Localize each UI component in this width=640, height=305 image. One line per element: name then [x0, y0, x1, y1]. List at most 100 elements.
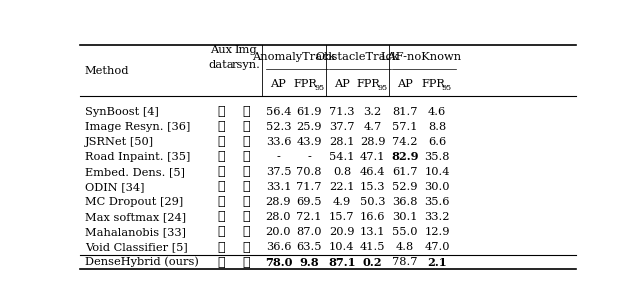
Text: ✓: ✓	[243, 105, 250, 118]
Text: ✗: ✗	[243, 256, 250, 269]
Text: ✓: ✓	[218, 256, 225, 269]
Text: 4.8: 4.8	[396, 242, 414, 252]
Text: 35.8: 35.8	[424, 152, 450, 162]
Text: 52.3: 52.3	[266, 122, 291, 132]
Text: 9.8: 9.8	[300, 257, 319, 267]
Text: AP: AP	[271, 79, 286, 88]
Text: -: -	[307, 152, 311, 162]
Text: 15.7: 15.7	[329, 212, 355, 222]
Text: 25.9: 25.9	[296, 122, 322, 132]
Text: MC Dropout [29]: MC Dropout [29]	[85, 197, 183, 207]
Text: 33.2: 33.2	[424, 212, 450, 222]
Text: Aux: Aux	[211, 45, 232, 55]
Text: FPR: FPR	[293, 79, 317, 88]
Text: LAF-noKnown: LAF-noKnown	[380, 52, 461, 62]
Text: 35.6: 35.6	[424, 197, 450, 207]
Text: ODIN [34]: ODIN [34]	[85, 182, 145, 192]
Text: -: -	[276, 152, 280, 162]
Text: ✓: ✓	[218, 105, 225, 118]
Text: 63.5: 63.5	[296, 242, 322, 252]
Text: AP: AP	[334, 79, 350, 88]
Text: 4.9: 4.9	[333, 197, 351, 207]
Text: 61.7: 61.7	[392, 167, 418, 177]
Text: 57.1: 57.1	[392, 122, 418, 132]
Text: DenseHybrid (ours): DenseHybrid (ours)	[85, 257, 199, 267]
Text: 28.9: 28.9	[266, 197, 291, 207]
Text: 61.9: 61.9	[296, 107, 322, 117]
Text: 95: 95	[378, 84, 388, 92]
Text: ObstacleTrack: ObstacleTrack	[316, 52, 399, 62]
Text: 12.9: 12.9	[424, 227, 450, 237]
Text: 0.2: 0.2	[363, 257, 383, 267]
Text: 20.0: 20.0	[266, 227, 291, 237]
Text: 47.1: 47.1	[360, 152, 385, 162]
Text: JSRNet [50]: JSRNet [50]	[85, 137, 154, 147]
Text: AP: AP	[397, 79, 413, 88]
Text: 41.5: 41.5	[360, 242, 385, 252]
Text: 20.9: 20.9	[329, 227, 355, 237]
Text: Method: Method	[85, 66, 129, 76]
Text: 8.8: 8.8	[428, 122, 446, 132]
Text: 82.9: 82.9	[391, 151, 419, 162]
Text: 10.4: 10.4	[424, 167, 450, 177]
Text: data: data	[209, 60, 234, 70]
Text: ✗: ✗	[218, 150, 225, 163]
Text: 33.1: 33.1	[266, 182, 291, 192]
Text: 72.1: 72.1	[296, 212, 322, 222]
Text: ✓: ✓	[243, 120, 250, 133]
Text: 37.5: 37.5	[266, 167, 291, 177]
Text: 36.6: 36.6	[266, 242, 291, 252]
Text: Road Inpaint. [35]: Road Inpaint. [35]	[85, 152, 190, 162]
Text: ✓: ✓	[243, 135, 250, 148]
Text: 36.8: 36.8	[392, 197, 418, 207]
Text: 50.3: 50.3	[360, 197, 385, 207]
Text: ✗: ✗	[218, 165, 225, 178]
Text: ✗: ✗	[218, 210, 225, 224]
Text: 55.0: 55.0	[392, 227, 418, 237]
Text: 4.7: 4.7	[364, 122, 382, 132]
Text: ✗: ✗	[243, 180, 250, 193]
Text: Max softmax [24]: Max softmax [24]	[85, 212, 186, 222]
Text: rsyn.: rsyn.	[232, 60, 260, 70]
Text: 56.4: 56.4	[266, 107, 291, 117]
Text: 6.6: 6.6	[428, 137, 446, 147]
Text: 30.1: 30.1	[392, 212, 418, 222]
Text: 0.8: 0.8	[333, 167, 351, 177]
Text: 28.1: 28.1	[329, 137, 355, 147]
Text: 52.9: 52.9	[392, 182, 418, 192]
Text: 16.6: 16.6	[360, 212, 385, 222]
Text: ✓: ✓	[243, 150, 250, 163]
Text: 10.4: 10.4	[329, 242, 355, 252]
Text: ✗: ✗	[243, 210, 250, 224]
Text: ✓: ✓	[218, 241, 225, 253]
Text: 70.8: 70.8	[296, 167, 322, 177]
Text: Image Resyn. [36]: Image Resyn. [36]	[85, 122, 190, 132]
Text: ✗: ✗	[218, 225, 225, 239]
Text: 15.3: 15.3	[360, 182, 385, 192]
Text: 78.0: 78.0	[265, 257, 292, 267]
Text: ✗: ✗	[243, 241, 250, 253]
Text: 47.0: 47.0	[424, 242, 450, 252]
Text: Img: Img	[235, 45, 257, 55]
Text: 43.9: 43.9	[296, 137, 322, 147]
Text: 4.6: 4.6	[428, 107, 446, 117]
Text: FPR: FPR	[421, 79, 445, 88]
Text: 28.9: 28.9	[360, 137, 385, 147]
Text: 78.7: 78.7	[392, 257, 418, 267]
Text: 71.7: 71.7	[296, 182, 322, 192]
Text: 37.7: 37.7	[329, 122, 355, 132]
Text: ✗: ✗	[218, 135, 225, 148]
Text: 74.2: 74.2	[392, 137, 418, 147]
Text: 28.0: 28.0	[266, 212, 291, 222]
Text: Void Classifier [5]: Void Classifier [5]	[85, 242, 188, 252]
Text: 3.2: 3.2	[364, 107, 382, 117]
Text: Mahalanobis [33]: Mahalanobis [33]	[85, 227, 186, 237]
Text: 81.7: 81.7	[392, 107, 418, 117]
Text: 54.1: 54.1	[329, 152, 355, 162]
Text: 33.6: 33.6	[266, 137, 291, 147]
Text: 22.1: 22.1	[329, 182, 355, 192]
Text: ✗: ✗	[218, 120, 225, 133]
Text: FPR: FPR	[356, 79, 381, 88]
Text: 46.4: 46.4	[360, 167, 385, 177]
Text: 69.5: 69.5	[296, 197, 322, 207]
